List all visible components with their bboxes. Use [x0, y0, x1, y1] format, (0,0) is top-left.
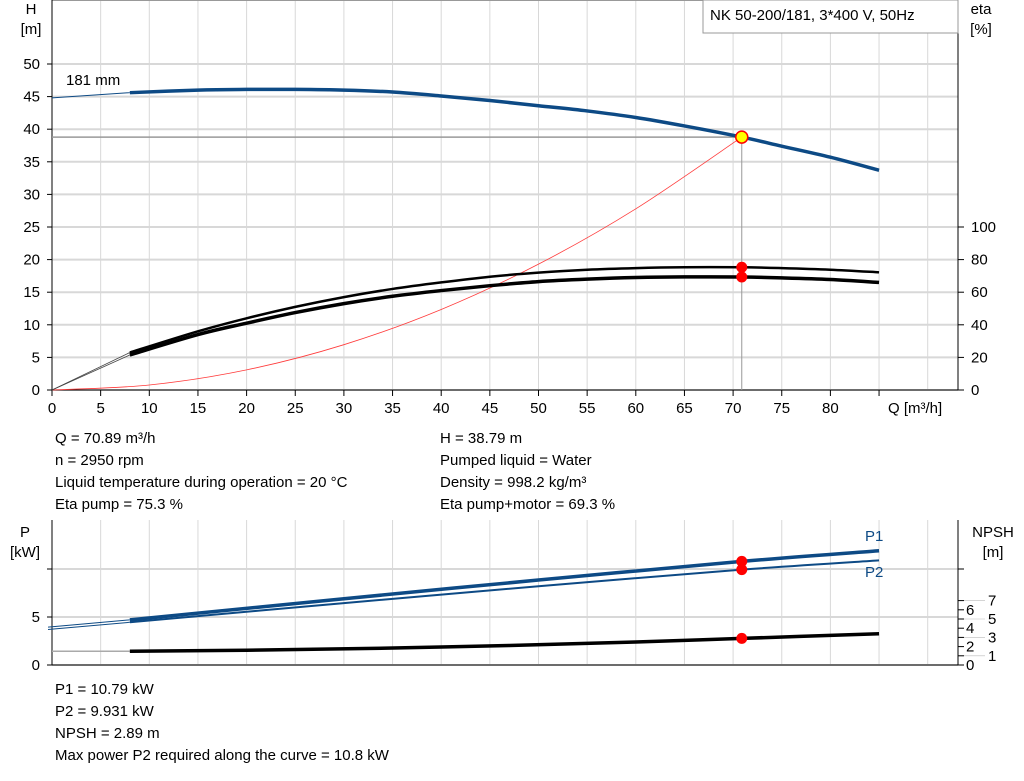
p2-extension — [47, 621, 130, 630]
p2-series-label: P2 — [865, 564, 883, 581]
npsh-tick-label: 6 — [966, 602, 974, 619]
npsh-axis-label: NPSH — [972, 524, 1014, 541]
x-tick-label: 65 — [676, 400, 693, 417]
info-eta-pump: Eta pump = 75.3 % — [55, 496, 183, 513]
p-tick-label: 0 — [32, 657, 40, 674]
y-axis-unit: [m] — [21, 21, 42, 38]
operating-point-marker — [735, 130, 749, 144]
p-tick-label: 5 — [32, 609, 40, 626]
y2-tick-label: 40 — [971, 317, 988, 334]
p-axis-label: P — [20, 524, 30, 541]
npsh-tick-label: 5 — [988, 611, 996, 628]
npsh-curve — [129, 631, 880, 653]
x-tick-label: 10 — [141, 400, 158, 417]
info-bottom: P1 = 10.79 kW P2 = 9.931 kW NPSH = 2.89 … — [55, 679, 389, 767]
p2-curve — [129, 559, 880, 624]
impeller-diameter-label: 181 mm — [66, 72, 120, 89]
x-tick-label: 70 — [725, 400, 742, 417]
p1-series-label: P1 — [865, 528, 883, 545]
y-tick-label: 45 — [23, 89, 40, 106]
npsh-tick-label: 4 — [966, 620, 974, 637]
x-axis-label: Q [m³/h] — [888, 400, 942, 417]
y-tick-label: 40 — [23, 121, 40, 138]
x-tick-label: 25 — [287, 400, 304, 417]
eta-pump-marker — [736, 261, 748, 273]
y-tick-label: 20 — [23, 252, 40, 269]
x-tick-label: 80 — [822, 400, 839, 417]
npsh-axis-unit: [m] — [983, 544, 1004, 561]
x-tick-label: 0 — [48, 400, 56, 417]
eta-total-marker — [736, 271, 748, 283]
x-tick-label: 75 — [773, 400, 790, 417]
y2-tick-label: 20 — [971, 349, 988, 366]
eta-total-extension — [51, 354, 131, 391]
info-speed: n = 2950 rpm — [55, 452, 144, 469]
head-curve-extension — [51, 92, 130, 99]
info-liquid: Pumped liquid = Water — [440, 452, 592, 469]
system-curve — [51, 136, 742, 391]
p-axis-unit: [kW] — [10, 544, 40, 561]
y2-tick-label: 80 — [971, 252, 988, 269]
title-box — [702, 0, 959, 34]
info-top-right: H = 38.79 m Pumped liquid = Water Densit… — [440, 428, 615, 516]
x-tick-label: 55 — [579, 400, 596, 417]
x-tick-label: 50 — [530, 400, 547, 417]
p1-marker — [736, 555, 748, 567]
y-tick-label: 25 — [23, 219, 40, 236]
info-head: H = 38.79 m — [440, 430, 523, 447]
x-tick-label: 20 — [238, 400, 255, 417]
y-tick-label: 15 — [23, 284, 40, 301]
x-tick-label: 30 — [336, 400, 353, 417]
npsh-tick-label: 7 — [988, 593, 996, 610]
info-max-power: Max power P2 required along the curve = … — [55, 747, 389, 764]
y-tick-label: 30 — [23, 186, 40, 203]
npsh-tick-label: 0 — [966, 657, 974, 674]
y-tick-label: 10 — [23, 317, 40, 334]
y-tick-label: 35 — [23, 154, 40, 171]
y2-tick-label: 60 — [971, 284, 988, 301]
info-eta-total: Eta pump+motor = 69.3 % — [440, 496, 616, 513]
info-p1: P1 = 10.79 kW — [55, 681, 154, 698]
info-density: Density = 998.2 kg/m³ — [440, 474, 587, 491]
y-axis-label: H — [26, 1, 37, 18]
info-temperature: Liquid temperature during operation = 20… — [55, 474, 348, 491]
x-tick-label: 35 — [384, 400, 401, 417]
info-npsh: NPSH = 2.89 m — [55, 725, 160, 742]
y-tick-label: 0 — [32, 382, 40, 399]
x-tick-label: 5 — [96, 400, 104, 417]
x-tick-label: 40 — [433, 400, 450, 417]
npsh-tick-label: 3 — [988, 629, 996, 646]
npsh-marker — [736, 632, 748, 644]
y2-axis-label: eta — [971, 1, 993, 18]
p1-curve — [129, 549, 880, 622]
x-tick-label: 45 — [482, 400, 499, 417]
y2-tick-label: 0 — [971, 382, 979, 399]
info-p2: P2 = 9.931 kW — [55, 703, 154, 720]
x-tick-label: 15 — [190, 400, 207, 417]
y2-tick-label: 100 — [971, 219, 996, 236]
p2-marker — [736, 564, 748, 576]
y-tick-label: 50 — [23, 56, 40, 73]
p1-extension — [47, 619, 130, 628]
info-flow: Q = 70.89 m³/h — [55, 430, 156, 447]
info-top-left: Q = 70.89 m³/h n = 2950 rpm Liquid tempe… — [55, 428, 347, 516]
npsh-tick-label: 1 — [988, 648, 996, 665]
x-tick-label: 60 — [627, 400, 644, 417]
npsh-tick-label: 2 — [966, 639, 974, 656]
chart-title: NK 50-200/181, 3*400 V, 50Hz — [710, 7, 915, 24]
y-tick-label: 5 — [32, 349, 40, 366]
head-curve — [129, 87, 880, 172]
eta-pump-curve — [129, 265, 880, 354]
eta-total-curve — [129, 275, 880, 357]
y2-axis-unit: [%] — [970, 21, 992, 38]
